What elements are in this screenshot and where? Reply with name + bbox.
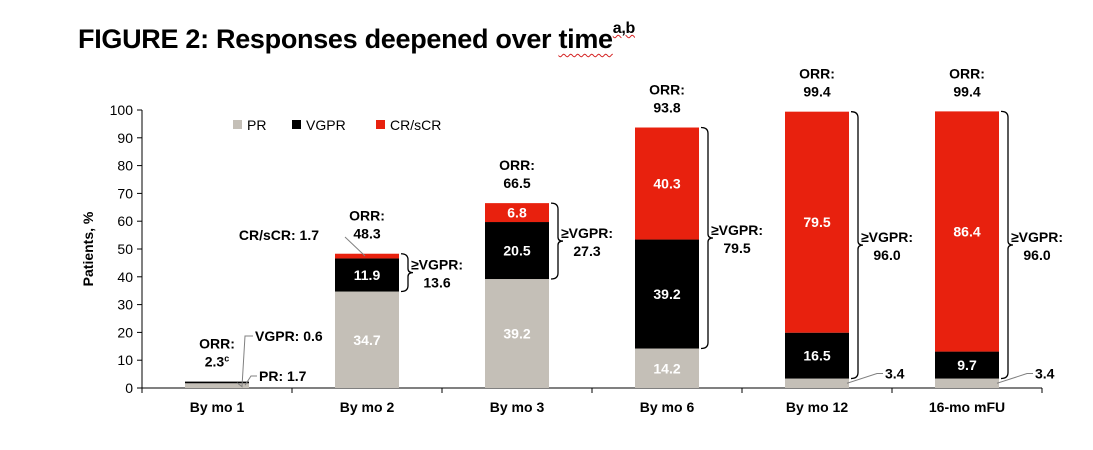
y-tick-label: 20 xyxy=(117,324,133,340)
y-tick-label: 50 xyxy=(117,241,133,257)
vgpr-bracket xyxy=(700,126,714,350)
y-tick-label: 100 xyxy=(110,102,134,118)
orr-value: 66.5 xyxy=(503,175,530,191)
x-tick-label: By mo 3 xyxy=(490,399,545,415)
bar-segment-vgpr xyxy=(935,351,999,379)
callout-leader xyxy=(846,373,883,384)
legend-label: CR/sCR xyxy=(390,117,441,133)
callout-leader xyxy=(996,373,1033,384)
vgpr-bracket-value: 96.0 xyxy=(1023,247,1050,263)
bar-segment-pr xyxy=(635,348,699,388)
y-tick-label: 10 xyxy=(117,352,133,368)
vgpr-bracket xyxy=(1000,110,1014,380)
bar-value-label: 79.5 xyxy=(803,214,830,230)
callout-leader xyxy=(344,236,366,257)
title-main-text: FIGURE 2: Responses deepened over xyxy=(78,24,559,54)
bar-segment-vgpr xyxy=(335,258,399,292)
bar-segment-crscr xyxy=(935,111,999,352)
callout-pr-bar6: 3.4 xyxy=(1035,366,1055,382)
vgpr-bracket-value: 27.3 xyxy=(573,243,600,259)
callout-pr-bar1: PR: 1.7 xyxy=(259,368,307,384)
bar-segment-pr xyxy=(935,378,999,388)
bar-segment-vgpr xyxy=(485,222,549,280)
y-tick-label: 80 xyxy=(117,158,133,174)
vgpr-bracket xyxy=(550,202,564,280)
vgpr-bracket-label: ≥VGPR: xyxy=(861,229,913,245)
vgpr-bracket-label: ≥VGPR: xyxy=(411,257,463,273)
x-tick-label: 16-mo mFU xyxy=(929,399,1005,415)
y-tick-label: 70 xyxy=(117,185,133,201)
legend-label: VGPR xyxy=(306,117,346,133)
vgpr-bracket-label: ≥VGPR: xyxy=(711,222,763,238)
vgpr-bracket-label: ≥VGPR: xyxy=(561,225,613,241)
bar-value-label: 39.2 xyxy=(653,286,680,302)
orr-label: ORR: xyxy=(199,336,235,352)
bar-value-label: 40.3 xyxy=(653,176,680,192)
bar-segment-crscr xyxy=(635,127,699,240)
callout-vgpr-bar1: VGPR: 0.6 xyxy=(255,328,323,344)
orr-label: ORR: xyxy=(949,65,985,81)
title-superscript: a,b xyxy=(612,20,636,37)
legend-label: PR xyxy=(247,117,266,133)
vgpr-bracket xyxy=(400,253,414,293)
x-tick-label: By mo 1 xyxy=(190,399,245,415)
bar-segment-crscr xyxy=(485,203,549,223)
bar-segment-pr xyxy=(485,279,549,388)
vgpr-bracket-value: 96.0 xyxy=(873,247,900,263)
legend-swatch xyxy=(233,120,242,129)
x-tick-label: By mo 12 xyxy=(786,399,848,415)
legend-swatch xyxy=(292,120,301,129)
callout-pr-bar5: 3.4 xyxy=(885,366,905,382)
y-tick-label: 60 xyxy=(117,213,133,229)
bar-value-label: 6.8 xyxy=(507,205,527,221)
y-tick-label: 30 xyxy=(117,297,133,313)
orr-value: 99.4 xyxy=(803,84,830,100)
y-axis-title: Patients, % xyxy=(80,211,96,286)
callout-crscr-bar2: CR/sCR: 1.7 xyxy=(239,227,319,243)
bar-value-label: 14.2 xyxy=(653,360,680,376)
figure-title: FIGURE 2: Responses deepened over timea,… xyxy=(78,20,635,55)
vgpr-bracket-value: 13.6 xyxy=(423,275,450,291)
orr-value: 2.3c xyxy=(205,354,229,370)
bar-segment-vgpr xyxy=(785,332,849,379)
bar-segment-vgpr xyxy=(635,239,699,349)
orr-value: 48.3 xyxy=(353,226,380,242)
legend-swatch xyxy=(376,120,385,129)
orr-label: ORR: xyxy=(799,66,835,82)
orr-superscript: c xyxy=(224,354,229,364)
title-last-word: time xyxy=(558,24,613,54)
x-tick-label: By mo 6 xyxy=(640,399,695,415)
bar-value-label: 20.5 xyxy=(503,243,530,259)
bar-segment-vgpr xyxy=(185,381,249,384)
bar-segment-crscr xyxy=(785,111,849,333)
orr-value: 99.4 xyxy=(953,83,980,99)
callout-leader xyxy=(236,335,253,388)
y-tick-label: 90 xyxy=(117,130,133,146)
bar-value-label: 39.2 xyxy=(503,326,530,342)
bar-value-label: 16.5 xyxy=(803,348,830,364)
y-tick-label: 40 xyxy=(117,269,133,285)
vgpr-bracket-label: ≥VGPR: xyxy=(1011,229,1063,245)
bar-segment-pr xyxy=(335,291,399,388)
y-tick-label: 0 xyxy=(125,380,133,396)
bar-segment-pr xyxy=(185,383,249,388)
bar-value-label: 86.4 xyxy=(953,223,980,239)
x-tick-label: By mo 2 xyxy=(340,399,395,415)
bar-segment-pr xyxy=(785,378,849,388)
vgpr-bracket xyxy=(850,111,864,380)
orr-label: ORR: xyxy=(349,208,385,224)
bar-value-label: 9.7 xyxy=(957,357,977,373)
bar-value-label: 34.7 xyxy=(353,332,380,348)
orr-label: ORR: xyxy=(499,157,535,173)
vgpr-bracket-value: 79.5 xyxy=(723,240,750,256)
callout-leader xyxy=(244,375,257,386)
bar-segment-crscr xyxy=(335,253,399,259)
orr-value: 93.8 xyxy=(653,100,680,116)
orr-label: ORR: xyxy=(649,82,685,98)
bar-value-label: 11.9 xyxy=(354,267,381,283)
